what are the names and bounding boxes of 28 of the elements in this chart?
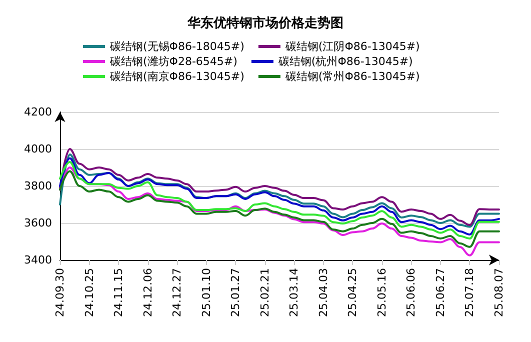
x-tick-label: 25.06.06 (404, 268, 418, 317)
x-tick-label: 25.02.21 (258, 268, 272, 317)
legend-label: 碳结钢(江阴Φ86-13045#) (284, 40, 420, 53)
x-tick-label: 24.12.27 (170, 268, 184, 317)
legend-label: 碳结钢(杭州Φ86-13045#) (277, 55, 413, 68)
x-tick-label: 25.04.25 (346, 268, 360, 317)
x-tick-label: 25.07.18 (463, 268, 476, 317)
x-tick-label: 25.04.03 (316, 268, 330, 317)
x-tick-label: 25.01.10 (200, 268, 213, 317)
legend-label: 碳结钢(潍坊Φ28-6545#) (109, 55, 238, 68)
y-tick-label: 4200 (24, 106, 52, 118)
x-tick-label: 25.08.07 (492, 268, 506, 317)
x-tick-label: 25.06.27 (434, 268, 447, 317)
y-tick-label: 3400 (24, 254, 52, 266)
x-tick-label: 25.03.14 (288, 268, 301, 317)
x-tick-label: 24.11.15 (112, 268, 126, 317)
x-tick-label: 25.05.16 (375, 268, 388, 317)
y-tick-label: 3600 (24, 216, 52, 230)
x-tick-label: 24.10.25 (82, 268, 96, 317)
legend-label: 碳结钢(南京Φ86-13045#) (109, 70, 244, 83)
x-tick-label: 24.09.30 (54, 268, 66, 317)
legend-label: 碳结钢(常州Φ86-13045#) (284, 70, 420, 83)
y-tick-label: 3800 (24, 180, 52, 192)
x-tick-label: 24.12.06 (141, 268, 154, 317)
chart-title: 华东优特钢市场价格走势图 (186, 15, 344, 31)
legend-label: 碳结钢(无锡Φ86-18045#) (109, 40, 244, 53)
y-tick-label: 4000 (24, 142, 52, 156)
x-tick-label: 25.01.27 (229, 268, 242, 317)
